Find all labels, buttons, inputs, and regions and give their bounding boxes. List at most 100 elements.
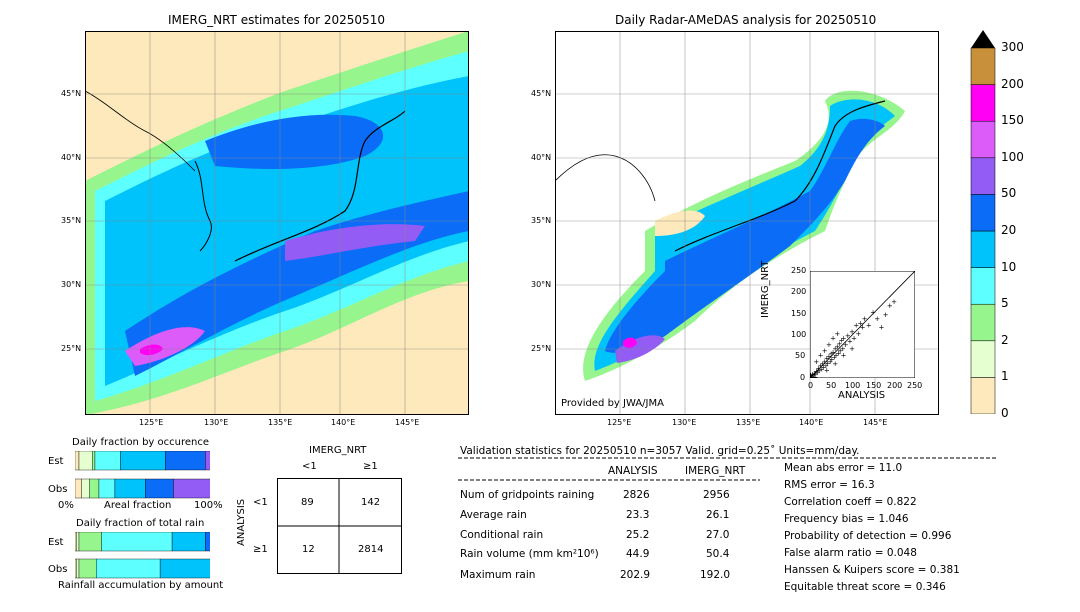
scatter-point: + (878, 324, 884, 332)
scatter-point: + (853, 322, 859, 330)
scatter-point: + (832, 360, 838, 368)
scatter-point: + (874, 315, 880, 323)
colorbar-cell (970, 120, 996, 159)
scatter-point: + (834, 330, 840, 338)
scatter-point: + (851, 334, 857, 342)
left-lat-label: 45°N (61, 89, 82, 98)
left-lat-label: 40°N (61, 153, 82, 162)
scatter-point: + (815, 364, 821, 372)
score-line: Equitable threat score = 0.346 (784, 581, 946, 593)
colorbar-cell (970, 230, 996, 268)
stat-row-analysis: 44.9 (626, 548, 650, 560)
scatter-x-tick: 100 (845, 381, 861, 390)
colorbar (970, 30, 996, 414)
total-rain-footer: Rainfall accumulation by amount (58, 580, 224, 591)
scatter-x-tick: 250 (907, 381, 923, 390)
stat-row-label: Rain volume (mm km²10⁶) (460, 548, 599, 560)
stat-row-analysis: 2826 (623, 489, 650, 501)
stat-row-imerg: 2956 (703, 489, 730, 501)
scatter-point: + (857, 319, 863, 327)
total-rain-est-segment (171, 532, 206, 552)
colorbar-label: 5 (1001, 296, 1009, 311)
colorbar-label: 10 (1001, 259, 1017, 274)
scatter-point: + (821, 363, 827, 371)
colorbar-label: 20 (1001, 223, 1017, 237)
scatter-y-tick: 0 (800, 373, 806, 382)
scatter-point: + (816, 367, 822, 375)
scatter-point: + (810, 373, 816, 378)
contingency-cell: 2814 (358, 544, 384, 555)
data-credit: Provided by JWA/JMA (561, 398, 664, 409)
left-map (85, 31, 469, 415)
score-line: False alarm ratio = 0.048 (784, 547, 917, 559)
total-rain-bars (75, 532, 210, 579)
right-lon-label: 145°E (863, 418, 888, 427)
occurrence-obs-segment (114, 478, 146, 499)
scatter-point: + (829, 356, 835, 364)
scatter-point: + (833, 351, 839, 359)
scatter-point: + (819, 366, 825, 374)
stat-row-imerg: 26.1 (706, 509, 730, 521)
right-lat-label: 30°N (531, 280, 552, 289)
occurrence-obs-label: Obs (48, 484, 68, 495)
score-line: Correlation coeff = 0.822 (784, 496, 917, 508)
scatter-y-tick: 100 (791, 330, 807, 339)
occurrence-obs-segment (75, 478, 82, 499)
stat-row-analysis: 25.2 (626, 529, 650, 541)
colorbar-cell (970, 303, 996, 342)
occurrence-est-segment (120, 451, 166, 471)
scatter-point: + (822, 358, 828, 366)
stat-row-imerg: 50.4 (706, 548, 730, 560)
left-lat-label: 35°N (61, 216, 82, 225)
scatter-point: + (820, 360, 826, 368)
colorbar-cell (970, 47, 996, 85)
colorbar-cell (970, 377, 996, 414)
stat-row-label: Num of gridpoints raining (460, 489, 595, 501)
total-rain-est-label: Est (48, 537, 64, 548)
scatter-point: + (830, 348, 836, 356)
scatter-point: + (845, 332, 851, 340)
scatter-point: + (824, 366, 830, 374)
colorbar-cell (970, 84, 996, 122)
scatter-point: + (870, 309, 876, 317)
scatter-point: + (813, 367, 819, 375)
scatter-point: + (837, 347, 843, 355)
scatter-point: + (823, 362, 829, 370)
scatter-point: + (866, 322, 872, 330)
scatter-point: + (891, 298, 897, 306)
contingency-cell: 89 (301, 497, 314, 508)
scatter-x-label: ANALYSIS (838, 390, 886, 401)
occurrence-obs-segment (89, 478, 100, 499)
right-lat-label: 35°N (531, 216, 552, 225)
occurrence-est-segment (92, 451, 96, 471)
total-rain-est-segment (78, 532, 102, 552)
validation-header: Validation statistics for 20250510 n=305… (460, 445, 860, 457)
scatter-plot: ++++++++++++++++++++++++++++++++++++++++… (810, 271, 915, 378)
score-line: Frequency bias = 1.046 (784, 513, 909, 525)
scatter-x-tick: 0 (808, 381, 814, 390)
total-rain-obs-segment (76, 558, 80, 579)
right-lat-label: 45°N (531, 89, 552, 98)
scatter-point: + (813, 358, 819, 366)
scatter-point: + (887, 302, 893, 310)
right-lon-label: 125°E (607, 418, 632, 427)
occurrence-est-segment (165, 451, 206, 471)
occurrence-axis-left: 0% (58, 500, 74, 511)
stat-row-imerg: 192.0 (700, 569, 731, 581)
right-lat-label: 40°N (531, 153, 552, 162)
stat-row-label: Average rain (460, 509, 527, 521)
stat-row-label: Maximum rain (460, 569, 536, 581)
occurrence-est-segment (75, 451, 80, 471)
scatter-point: + (841, 351, 847, 359)
colorbar-cell (970, 267, 996, 305)
contingency-cell: 12 (302, 544, 315, 555)
scatter-point: + (810, 374, 814, 378)
occurrence-est-label: Est (48, 456, 64, 467)
colorbar-label: 200 (1001, 76, 1024, 91)
scatter-y-label: IMERG_NRT (760, 260, 771, 318)
scatter-point: + (826, 341, 832, 349)
colorbar-cell (970, 157, 996, 195)
total-rain-obs-segment (96, 558, 161, 579)
colorbar-extend-arrow (971, 30, 995, 48)
scatter-point: + (862, 315, 868, 323)
